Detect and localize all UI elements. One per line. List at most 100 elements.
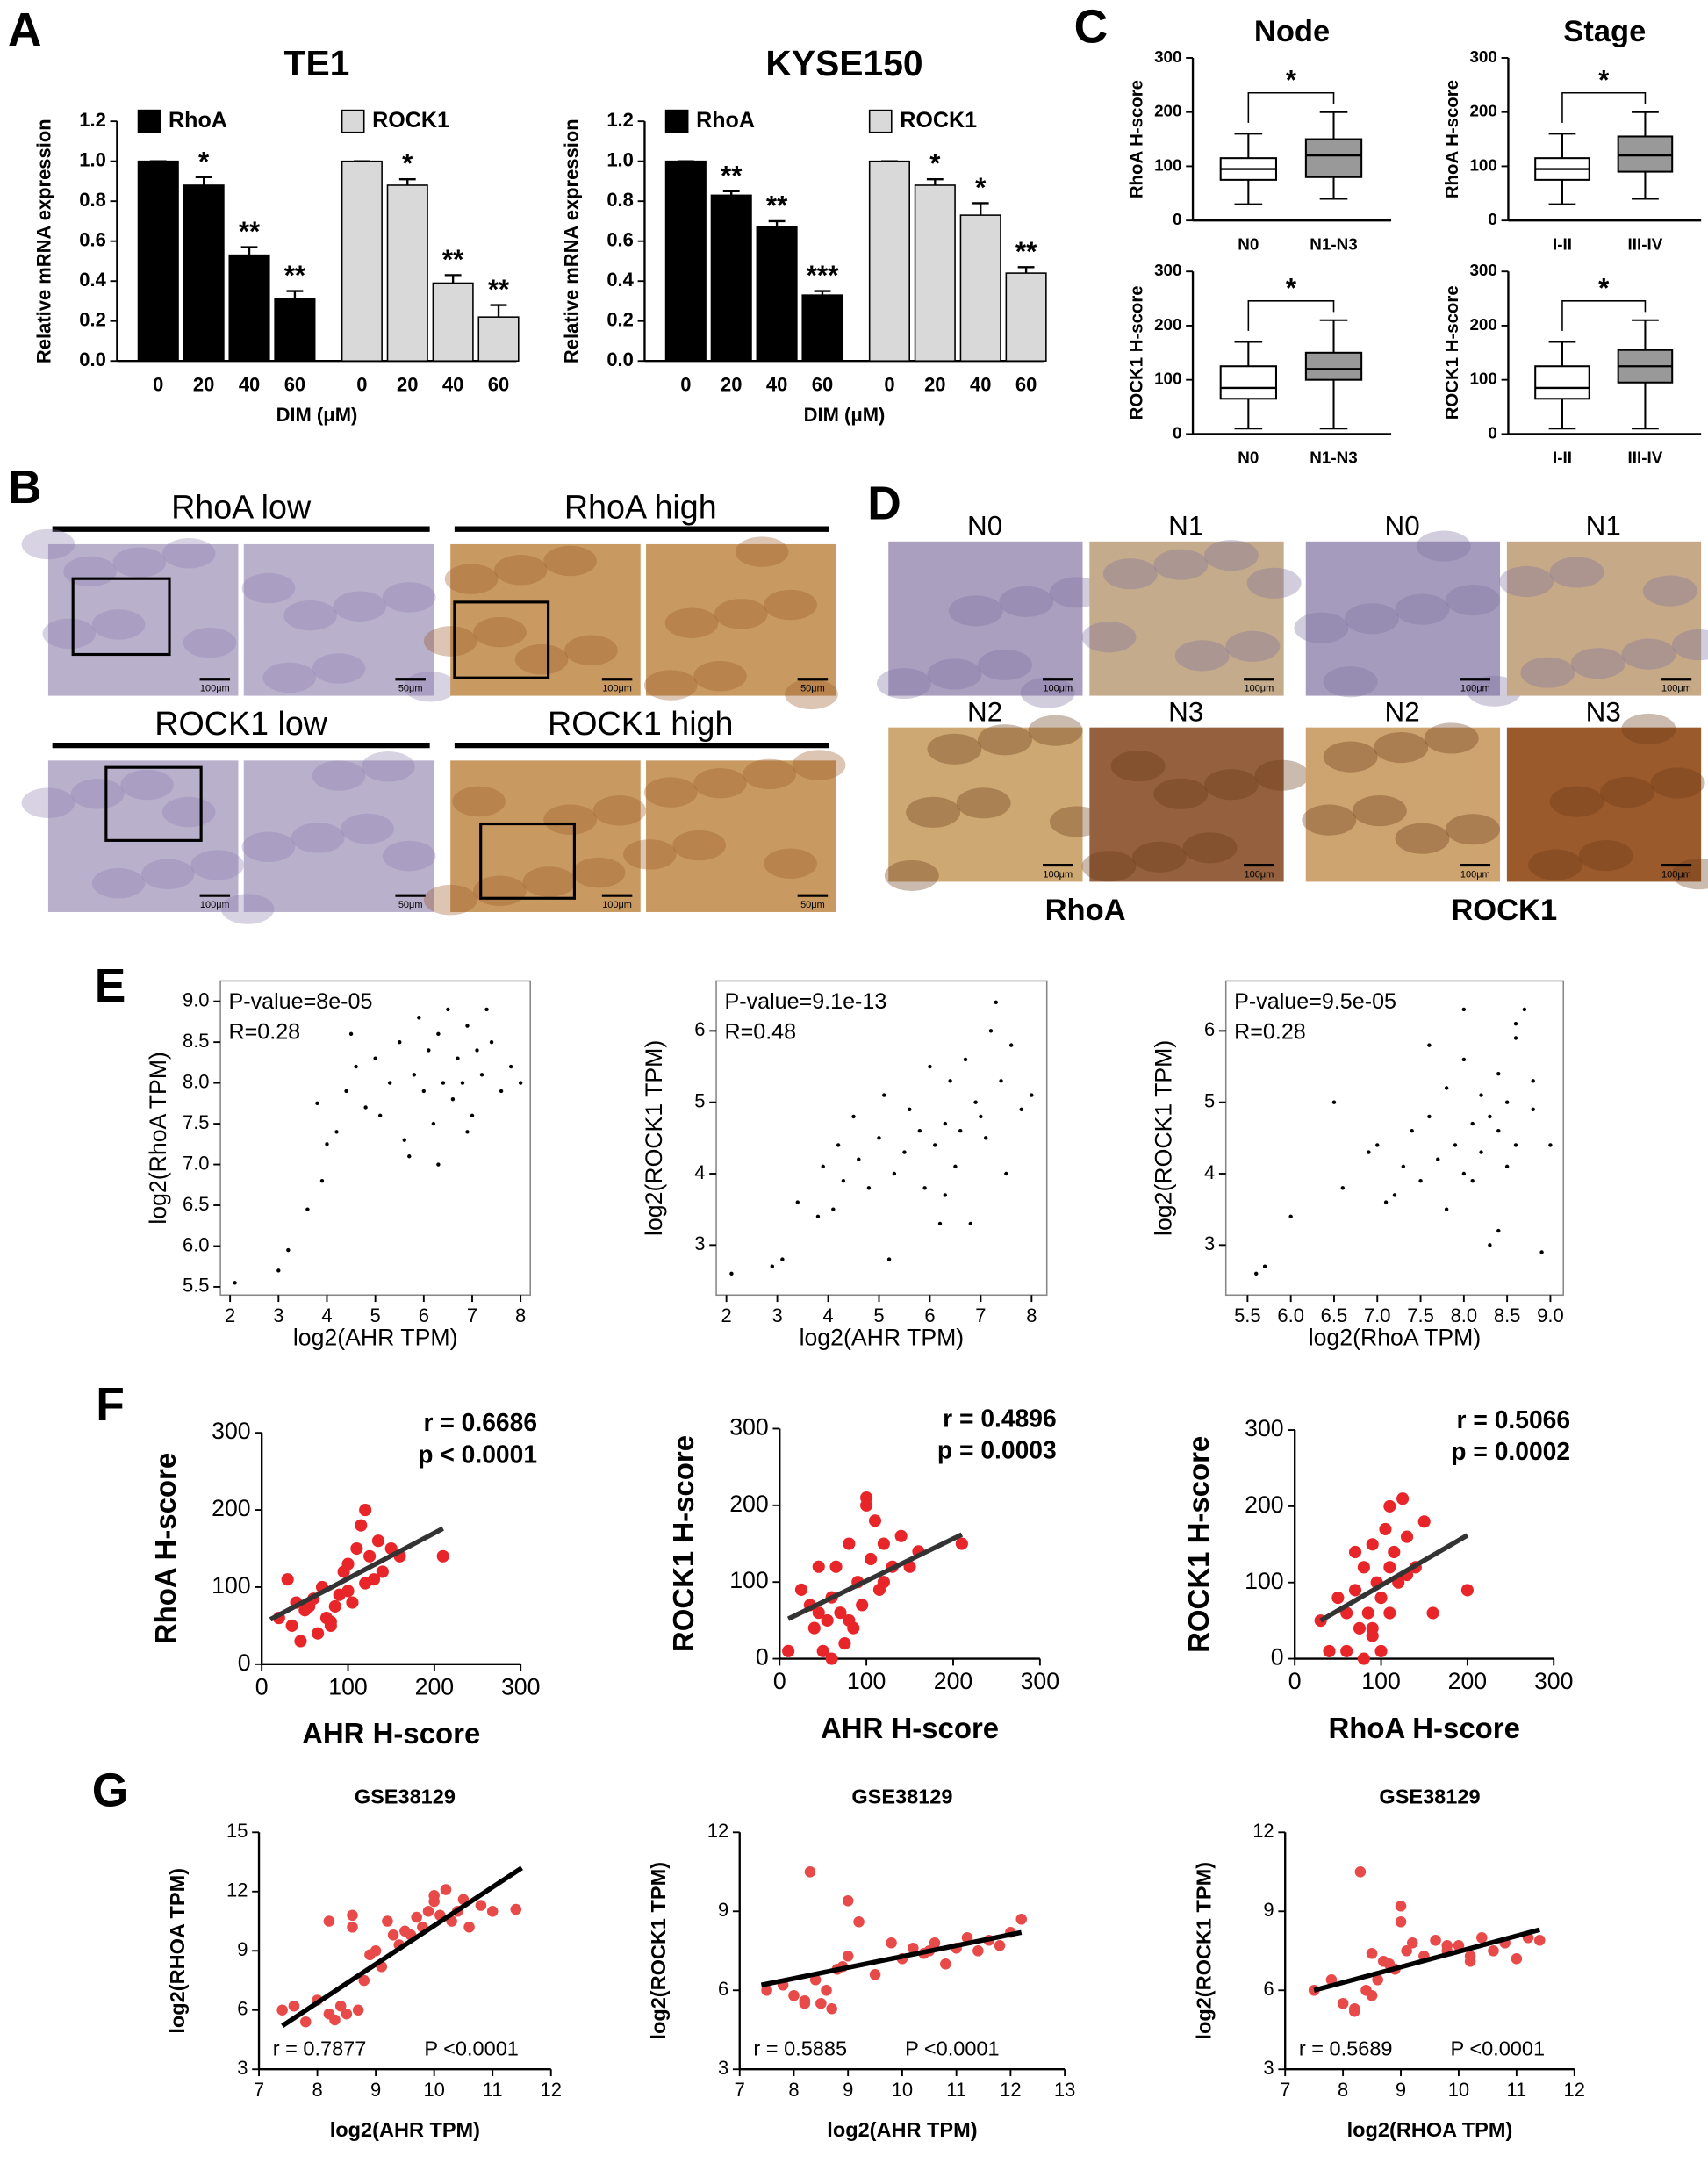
- point: [465, 1130, 470, 1134]
- tissue-texture: [693, 767, 747, 799]
- y-tick-label: 200: [729, 1491, 768, 1517]
- panel-letter: B: [8, 462, 42, 514]
- point: [475, 1048, 479, 1053]
- point: [355, 1519, 368, 1532]
- x-tick-label: 40: [239, 373, 260, 395]
- x-tick-label: 20: [721, 373, 742, 395]
- point: [325, 1142, 329, 1146]
- plot-frame: [1224, 980, 1565, 1297]
- significance: ***: [807, 260, 839, 291]
- point: [1539, 1250, 1544, 1254]
- point: [1254, 1271, 1259, 1276]
- y-tick-label: 1.2: [79, 109, 106, 131]
- point: [1030, 1093, 1034, 1097]
- tissue-texture: [764, 589, 817, 621]
- box: [1304, 138, 1363, 178]
- tissue-texture: [112, 547, 167, 578]
- y-tick-label: 0: [756, 1644, 769, 1671]
- chart-title: GSE38129: [851, 1785, 952, 1807]
- tissue-texture: [714, 599, 768, 629]
- x-tick-label: 100: [328, 1673, 367, 1700]
- tissue-texture: [1246, 567, 1302, 599]
- scale-label: 100μm: [1043, 684, 1073, 694]
- point: [1348, 1584, 1362, 1597]
- x-tick-label: 10: [892, 2079, 913, 2101]
- x-tick-label: 200: [415, 1673, 454, 1700]
- tissue-texture: [241, 572, 296, 604]
- point: [953, 1164, 958, 1169]
- point: [882, 1093, 886, 1097]
- scale-label: 100μm: [1245, 870, 1274, 880]
- tissue-texture: [564, 635, 618, 666]
- y-tick-label: 300: [1469, 261, 1496, 279]
- tissue-texture: [1110, 751, 1166, 782]
- significance: **: [766, 190, 788, 221]
- point: [794, 1583, 808, 1596]
- y-axis-label: log2(ROCK1 TPM): [641, 1040, 667, 1236]
- y-tick-label: 6: [237, 1998, 248, 2020]
- annotation: p < 0.0001: [418, 1440, 537, 1468]
- x-axis-label: log2(AHR TPM): [330, 2118, 480, 2141]
- annotation: p = 0.0002: [1451, 1437, 1570, 1465]
- y-tick-label: 5: [694, 1089, 705, 1111]
- point: [460, 1081, 465, 1085]
- point: [770, 1264, 775, 1268]
- point: [1401, 1944, 1412, 1957]
- point: [831, 1207, 836, 1211]
- point: [352, 2004, 364, 2016]
- point: [1349, 2005, 1360, 2017]
- point: [842, 1895, 854, 1907]
- x-axis-label: DIM (μM): [276, 404, 358, 426]
- x-tick-label: 13: [1054, 2079, 1075, 2101]
- point: [347, 1921, 358, 1933]
- x-tick-label: I-II: [1553, 234, 1572, 253]
- point: [1366, 1989, 1378, 2001]
- significance: *: [402, 148, 413, 179]
- x-axis-label: log2(RHOA TPM): [1347, 2118, 1513, 2141]
- annotation: r = 0.4896: [943, 1405, 1057, 1433]
- x-tick-label: 11: [1506, 2079, 1526, 2101]
- y-tick-label: 0: [238, 1649, 251, 1676]
- x-axis-label: RhoA H-score: [1329, 1712, 1520, 1744]
- tissue-texture: [1650, 767, 1705, 799]
- point: [1366, 1621, 1379, 1635]
- x-tick-label: 300: [501, 1673, 540, 1700]
- fit-line: [281, 1865, 523, 2029]
- bar: [341, 160, 383, 363]
- tissue-texture: [1395, 823, 1450, 854]
- point: [983, 1136, 988, 1140]
- y-tick-label: 6.5: [183, 1193, 210, 1215]
- point: [475, 1900, 487, 1911]
- y-tick-label: 200: [1154, 315, 1181, 334]
- y-tick-label: 1.0: [79, 148, 106, 170]
- fit-line: [1313, 1927, 1540, 1993]
- scale-label: 100μm: [1460, 684, 1490, 694]
- x-tick-label: 7.0: [1364, 1304, 1391, 1326]
- bar: [959, 214, 1001, 363]
- y-tick-label: 1.0: [606, 148, 634, 170]
- tissue-texture: [643, 777, 698, 808]
- tissue-texture: [382, 582, 436, 613]
- tissue-texture: [1621, 638, 1676, 670]
- annotation: p = 0.0003: [937, 1436, 1057, 1464]
- y-tick-label: 12: [707, 1820, 728, 1842]
- point: [276, 2004, 288, 2016]
- tissue-texture: [493, 555, 548, 586]
- point: [963, 1057, 968, 1062]
- panel-letter: C: [1074, 2, 1109, 54]
- x-tick-label: 6: [924, 1304, 935, 1326]
- micrograph: [1305, 727, 1501, 882]
- point: [421, 1089, 427, 1094]
- y-tick-label: 0.0: [606, 349, 634, 370]
- x-tick-label: N0: [1238, 449, 1259, 467]
- scale-label: 100μm: [200, 684, 230, 694]
- x-tick-label: 300: [1021, 1668, 1059, 1694]
- tissue-texture: [623, 839, 677, 870]
- image-header: N1: [1168, 510, 1203, 541]
- point: [1504, 1100, 1510, 1104]
- point: [1367, 1150, 1371, 1154]
- point: [312, 1627, 325, 1640]
- legend-label: RhoA: [169, 108, 227, 133]
- significance: **: [721, 160, 743, 190]
- tissue-texture: [543, 804, 597, 835]
